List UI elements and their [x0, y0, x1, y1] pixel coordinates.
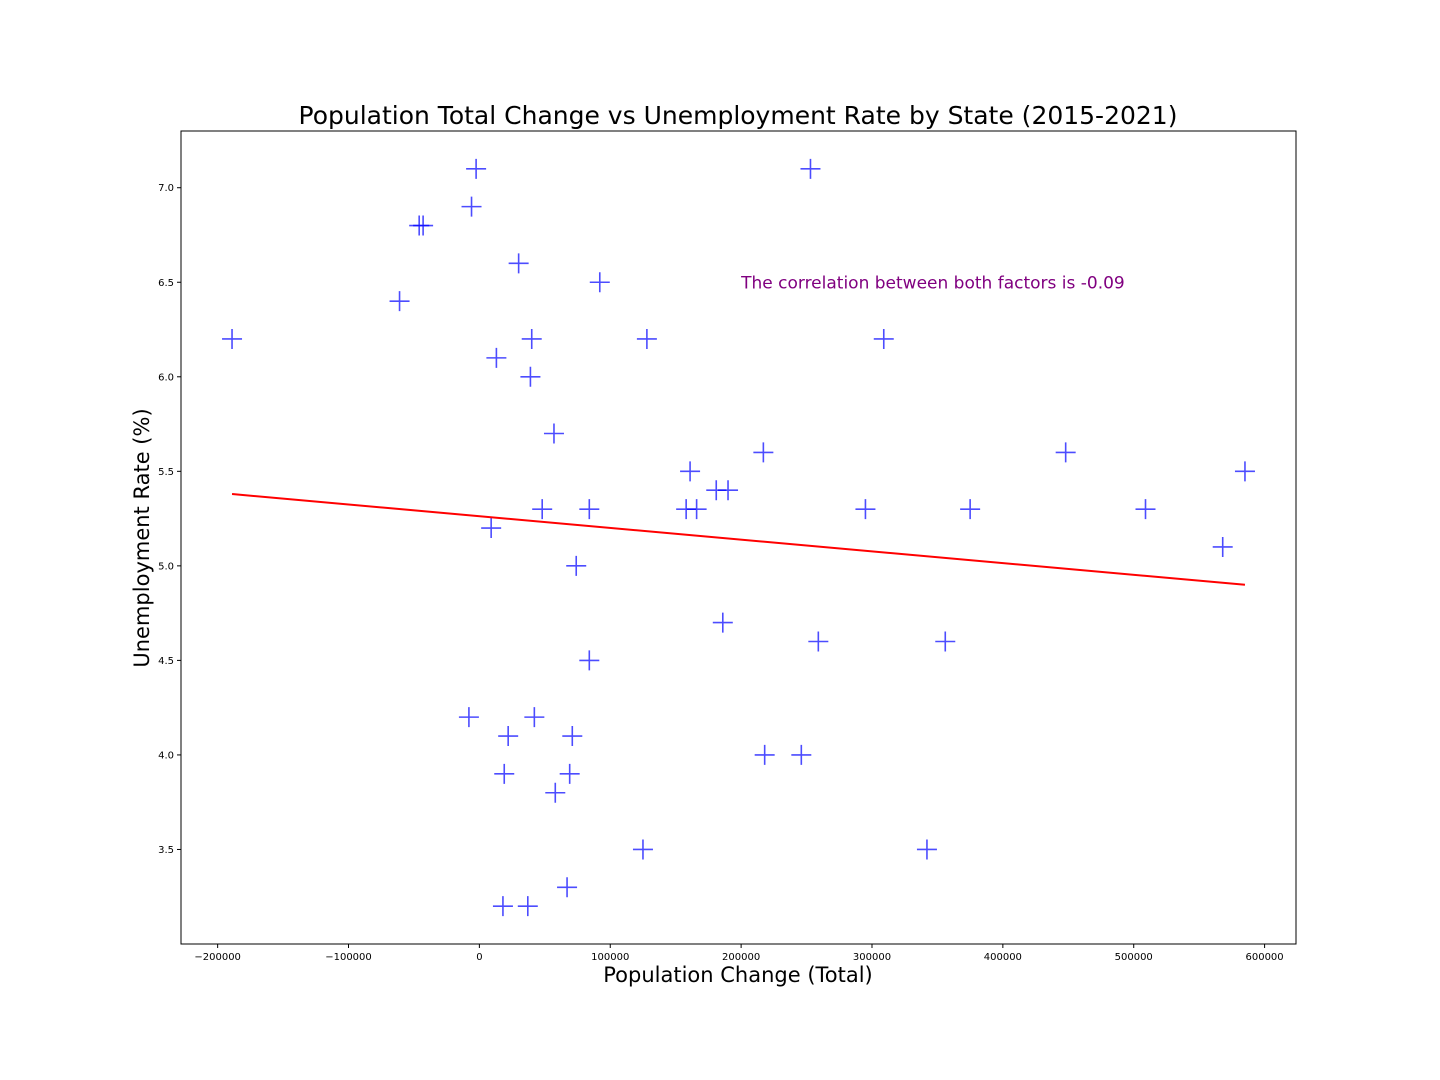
data-point — [389, 291, 410, 312]
data-point — [458, 707, 479, 728]
data-point — [492, 896, 513, 917]
data-point — [559, 763, 580, 784]
data-point — [566, 555, 587, 576]
y-tick-label: 4.5 — [158, 656, 174, 667]
data-point — [636, 328, 657, 349]
data-point — [579, 650, 600, 671]
x-tick-label: 0 — [476, 952, 482, 963]
x-tick-label: 500000 — [1115, 952, 1153, 963]
data-point — [632, 839, 653, 860]
y-tick-label: 5.5 — [158, 467, 174, 478]
x-axis-label: Population Change (Total) — [603, 963, 873, 987]
x-tick-label: 100000 — [591, 952, 629, 963]
data-point — [1234, 461, 1255, 482]
data-point — [855, 499, 876, 520]
data-point — [808, 631, 829, 652]
data-point — [712, 612, 733, 633]
data-point — [545, 782, 566, 803]
data-point — [486, 347, 507, 368]
data-point — [524, 707, 545, 728]
data-point — [1055, 442, 1076, 463]
plot-area: −200000 −100000 0 100000 200000 300000 400000 5… — [158, 130, 1297, 963]
x-tick-label: 600000 — [1245, 952, 1283, 963]
data-point — [461, 196, 482, 217]
y-tick-label: 7.0 — [158, 183, 174, 194]
data-point — [800, 158, 821, 179]
x-tick-label: 400000 — [984, 952, 1022, 963]
data-point — [494, 763, 515, 784]
y-tick-label: 3.5 — [158, 845, 174, 856]
data-point — [222, 328, 243, 349]
data-point — [466, 158, 487, 179]
data-point — [532, 499, 553, 520]
data-point — [718, 480, 739, 501]
plot-frame — [180, 130, 1297, 945]
x-tick-label: 300000 — [853, 952, 891, 963]
y-axis-label: Unemployment Rate (%) — [130, 408, 154, 667]
data-point — [481, 518, 502, 539]
y-tick-label: 6.0 — [158, 372, 174, 383]
data-point — [498, 726, 519, 747]
regression-line — [231, 493, 1246, 586]
data-point — [754, 744, 775, 765]
data-point — [562, 726, 583, 747]
data-point — [916, 839, 937, 860]
data-point — [589, 272, 610, 293]
data-point — [935, 631, 956, 652]
x-tick-label: −100000 — [325, 952, 372, 963]
data-point — [521, 328, 542, 349]
x-tick-label: −200000 — [194, 952, 241, 963]
data-point — [873, 328, 894, 349]
y-tick-label: 5.0 — [158, 561, 174, 572]
chart-title: Population Total Change vs Unemployment … — [299, 101, 1178, 130]
data-point — [680, 461, 701, 482]
data-point — [520, 366, 541, 387]
data-point — [791, 744, 812, 765]
data-point — [960, 499, 981, 520]
data-point — [557, 877, 578, 898]
data-point — [686, 499, 707, 520]
data-point — [413, 215, 434, 236]
y-tick-label: 6.5 — [158, 278, 174, 289]
data-point — [579, 499, 600, 520]
data-point — [517, 896, 538, 917]
data-point — [543, 423, 564, 444]
data-point — [508, 253, 529, 274]
data-point — [1212, 536, 1233, 557]
data-point — [1135, 499, 1156, 520]
correlation-annotation: The correlation between both factors is … — [740, 273, 1125, 293]
y-tick-label: 4.0 — [158, 750, 174, 761]
x-tick-label: 200000 — [722, 952, 760, 963]
data-point — [753, 442, 774, 463]
